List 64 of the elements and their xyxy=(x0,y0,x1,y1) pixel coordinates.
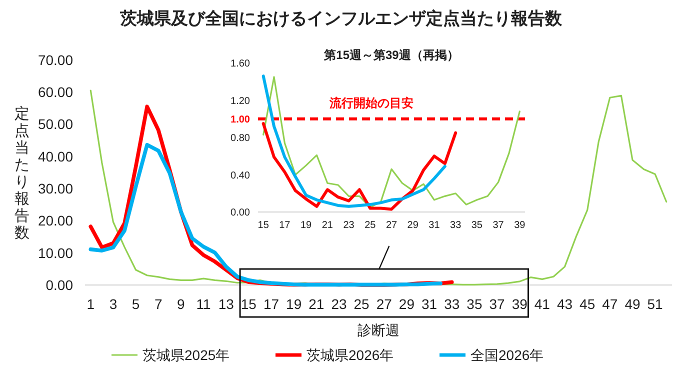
y-tick-label: 60.00 xyxy=(38,84,74,100)
x-tick-label: 47 xyxy=(602,296,618,312)
x-tick-label: 7 xyxy=(154,296,162,312)
x-tick-label: 25 xyxy=(354,296,370,312)
line-series xyxy=(262,74,446,208)
y-tick-label: 50.00 xyxy=(38,116,74,132)
x-tick-label: 33 xyxy=(450,220,462,231)
x-tick-label: 15 xyxy=(240,296,257,312)
x-tick-label: 1 xyxy=(86,296,95,312)
x-tick-label: 29 xyxy=(398,296,415,312)
x-tick-label: 49 xyxy=(624,296,640,312)
x-tick-label: 11 xyxy=(196,296,211,312)
x-tick-label: 29 xyxy=(407,220,419,231)
x-tick-label: 19 xyxy=(300,220,312,231)
x-tick-label: 17 xyxy=(279,220,291,231)
x-tick-label: 21 xyxy=(322,220,334,231)
x-tick-label: 37 xyxy=(492,220,504,231)
y-tick-label: 0.00 xyxy=(46,276,74,293)
x-tick-label: 41 xyxy=(534,296,550,312)
x-tick-label: 23 xyxy=(331,296,347,312)
x-tick-label: 39 xyxy=(512,296,528,312)
x-tick-label: 5 xyxy=(132,296,140,312)
x-tick-label: 37 xyxy=(489,296,506,312)
x-tick-label: 27 xyxy=(376,296,392,312)
chart-title: 第15週～第39週（再掲） xyxy=(323,48,459,62)
y-axis-title: 定点当たり報告数 xyxy=(14,105,30,242)
y-tick-label: 30.00 xyxy=(38,180,74,196)
y-tick-label: 70.00 xyxy=(38,52,74,68)
x-tick-label: 9 xyxy=(177,296,186,312)
y-tick-label: 0.40 xyxy=(230,170,250,182)
line-series xyxy=(88,142,442,287)
x-tick-label: 31 xyxy=(422,296,438,312)
x-tick-label: 15 xyxy=(258,220,270,231)
x-tick-label: 23 xyxy=(343,220,355,231)
ref-line-label: 流行開始の目安 xyxy=(328,96,414,110)
x-tick-label: 31 xyxy=(428,220,440,231)
y-tick-label: 10.00 xyxy=(38,244,74,261)
x-tick-label: 35 xyxy=(471,220,483,231)
x-axis-title: 診断週 xyxy=(358,322,400,338)
legend-label: 茨城県2025年 xyxy=(142,346,230,363)
y-tick-label: 1.00 xyxy=(230,114,250,126)
x-tick-label: 13 xyxy=(218,296,234,312)
x-tick-label: 3 xyxy=(109,296,118,312)
x-tick-label: 25 xyxy=(364,220,376,231)
x-tick-label: 35 xyxy=(466,296,482,312)
y-tick-label: 40.00 xyxy=(38,148,74,164)
line-series xyxy=(262,76,520,208)
legend-label: 茨城県2026年 xyxy=(306,346,394,363)
chart-title: 茨城県及び全国におけるインフルエンザ定点当たり報告数 xyxy=(119,9,563,28)
x-tick-label: 39 xyxy=(514,220,526,231)
y-tick-label: 0.00 xyxy=(230,208,250,218)
x-tick-label: 43 xyxy=(556,296,573,312)
x-tick-label: 19 xyxy=(286,296,302,312)
legend-label: 全国2026年 xyxy=(470,346,544,363)
x-tick-label: 45 xyxy=(580,296,596,312)
y-tick-label: 1.60 xyxy=(230,58,250,70)
x-tick-label: 51 xyxy=(647,296,664,312)
x-tick-label: 21 xyxy=(308,296,324,312)
x-tick-label: 33 xyxy=(444,296,460,312)
x-tick-label: 17 xyxy=(263,296,280,312)
x-tick-label: 27 xyxy=(386,220,398,231)
y-tick-label: 1.20 xyxy=(230,96,250,107)
y-tick-label: 20.00 xyxy=(38,212,74,229)
y-tick-label: 0.80 xyxy=(230,133,250,144)
